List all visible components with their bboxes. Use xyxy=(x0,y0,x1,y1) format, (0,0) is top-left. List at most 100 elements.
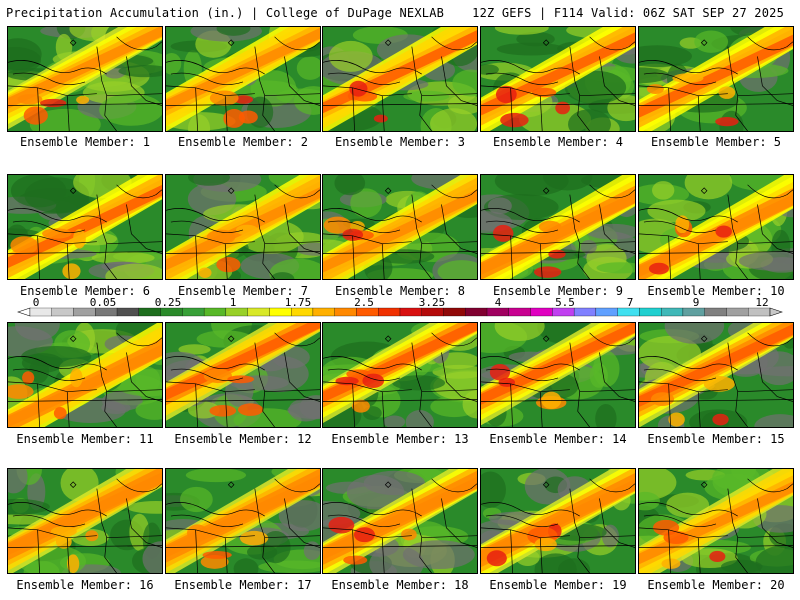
colorbar-label: 0 xyxy=(32,296,40,309)
colorbar-right-arrow xyxy=(769,307,783,317)
ensemble-map-15 xyxy=(638,322,794,428)
precip-map xyxy=(8,469,162,573)
colorbar-swatch xyxy=(399,307,422,317)
ensemble-caption: Ensemble Member: 13 xyxy=(331,432,469,446)
colorbar-swatch xyxy=(182,307,205,317)
colorbar-label: 12 xyxy=(755,296,769,309)
precip-map xyxy=(481,175,635,279)
ensemble-caption: Ensemble Member: 20 xyxy=(647,578,785,592)
ensemble-caption: Ensemble Member: 14 xyxy=(489,432,627,446)
colorbar-swatch xyxy=(203,307,227,317)
colorbar-swatch xyxy=(508,307,531,317)
colorbar-swatch xyxy=(682,307,705,317)
precip-map xyxy=(323,323,477,427)
ensemble-map-14 xyxy=(480,322,636,428)
ensemble-caption: Ensemble Member: 5 xyxy=(650,135,782,149)
precip-map xyxy=(639,27,793,131)
valid-time: 12Z GEFS | F114 Valid: 06Z SAT SEP 27 20… xyxy=(472,6,784,20)
precip-map xyxy=(481,469,635,573)
page-title: Precipitation Accumulation (in.) | Colle… xyxy=(6,6,445,20)
ensemble-map-18 xyxy=(322,468,478,574)
colorbar-swatch xyxy=(116,307,139,317)
precip-map xyxy=(639,323,793,427)
ensemble-map-4 xyxy=(480,26,636,132)
colorbar-scale xyxy=(17,307,783,317)
ensemble-map-19 xyxy=(480,468,636,574)
colorbar-swatch xyxy=(486,307,509,317)
colorbar-swatch xyxy=(73,307,96,317)
ensemble-map-6 xyxy=(7,174,163,280)
precip-map xyxy=(166,27,320,131)
precip-map xyxy=(323,27,477,131)
colorbar-label: 0.05 xyxy=(89,296,117,309)
colorbar-swatch xyxy=(138,307,161,317)
colorbar-label: 0.25 xyxy=(154,296,182,309)
ensemble-map-10 xyxy=(638,174,794,280)
ensemble-caption: Ensemble Member: 7 xyxy=(177,284,309,298)
colorbar-swatch xyxy=(639,307,662,317)
colorbar-swatch xyxy=(291,307,314,317)
precip-map xyxy=(481,323,635,427)
ensemble-map-13 xyxy=(322,322,478,428)
colorbar-swatch xyxy=(334,307,357,317)
ensemble-caption: Ensemble Member: 15 xyxy=(647,432,785,446)
ensemble-caption: Ensemble Member: 19 xyxy=(489,578,627,592)
colorbar-swatch xyxy=(269,307,292,317)
colorbar-swatch xyxy=(617,307,640,317)
colorbar-swatch xyxy=(29,307,52,317)
colorbar-label: 5.5 xyxy=(555,296,575,309)
ensemble-map-1 xyxy=(7,26,163,132)
colorbar-label: 9 xyxy=(692,296,700,309)
colorbar-label: 7 xyxy=(626,296,634,309)
ensemble-map-2 xyxy=(165,26,321,132)
colorbar-swatch xyxy=(247,307,270,317)
colorbar-swatch xyxy=(421,307,444,317)
ensemble-caption: Ensemble Member: 2 xyxy=(177,135,309,149)
ensemble-map-17 xyxy=(165,468,321,574)
colorbar-label: 1.75 xyxy=(284,296,312,309)
precip-map xyxy=(8,175,162,279)
colorbar-label: 1 xyxy=(229,296,237,309)
ensemble-caption: Ensemble Member: 3 xyxy=(334,135,466,149)
colorbar-swatch xyxy=(465,307,488,317)
precip-map xyxy=(323,175,477,279)
precip-map xyxy=(639,175,793,279)
header: Precipitation Accumulation (in.) | Colle… xyxy=(0,0,800,24)
ensemble-map-12 xyxy=(165,322,321,428)
colorbar-swatch xyxy=(312,307,335,317)
colorbar: 0 0.05 0.25 1 1.75 2.5 3.25 4 5.5 7 9 12 xyxy=(0,296,800,320)
colorbar-swatch xyxy=(51,307,74,317)
precip-map xyxy=(8,27,162,131)
ensemble-caption: Ensemble Member: 6 xyxy=(19,284,151,298)
colorbar-swatch xyxy=(225,307,248,317)
colorbar-swatch xyxy=(160,307,183,317)
colorbar-left-arrow xyxy=(17,307,31,317)
colorbar-swatch xyxy=(661,307,684,317)
colorbar-label: 2.5 xyxy=(354,296,374,309)
ensemble-map-9 xyxy=(480,174,636,280)
ensemble-map-7 xyxy=(165,174,321,280)
colorbar-label: 3.25 xyxy=(418,296,446,309)
ensemble-caption: Ensemble Member: 11 xyxy=(16,432,154,446)
precip-map xyxy=(8,323,162,427)
colorbar-swatch xyxy=(595,307,618,317)
ensemble-map-16 xyxy=(7,468,163,574)
ensemble-caption: Ensemble Member: 12 xyxy=(174,432,312,446)
ensemble-map-5 xyxy=(638,26,794,132)
colorbar-swatch xyxy=(573,307,597,317)
ensemble-caption: Ensemble Member: 4 xyxy=(492,135,624,149)
colorbar-swatch xyxy=(95,307,118,317)
colorbar-swatch xyxy=(726,307,749,317)
precip-map xyxy=(166,175,320,279)
colorbar-label: 4 xyxy=(494,296,502,309)
ensemble-map-20 xyxy=(638,468,794,574)
ensemble-caption: Ensemble Member: 10 xyxy=(647,284,785,298)
colorbar-swatch xyxy=(356,307,379,317)
ensemble-caption: Ensemble Member: 1 xyxy=(19,135,151,149)
ensemble-caption: Ensemble Member: 17 xyxy=(174,578,312,592)
colorbar-swatch xyxy=(443,307,466,317)
colorbar-swatch xyxy=(552,307,575,317)
ensemble-map-11 xyxy=(7,322,163,428)
colorbar-swatch xyxy=(378,307,401,317)
colorbar-swatch xyxy=(704,307,727,317)
